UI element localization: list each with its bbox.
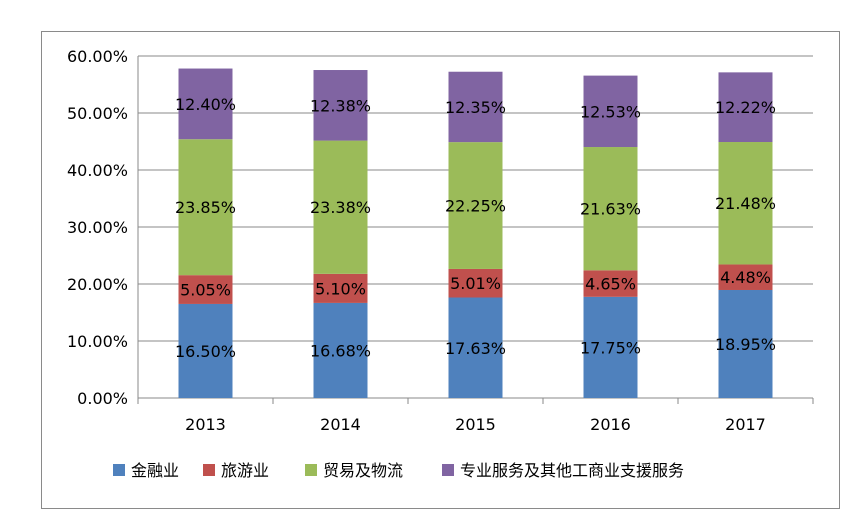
x-tick-label: 2014 (320, 415, 361, 434)
bar-segment (583, 296, 638, 398)
data-label: 23.85% (175, 198, 236, 217)
data-label: 21.63% (580, 200, 641, 219)
bar-segment (448, 71, 503, 143)
legend-label: 金融业 (131, 461, 179, 480)
x-tick-label: 2013 (185, 415, 226, 434)
bar-segment (718, 142, 773, 265)
y-tick-label: 20.00% (67, 275, 128, 294)
chart-frame (41, 31, 840, 509)
data-label: 12.38% (310, 96, 371, 115)
data-label: 16.50% (175, 342, 236, 361)
data-label: 22.25% (445, 197, 506, 216)
y-tick-label: 10.00% (67, 332, 128, 351)
y-tick-label: 40.00% (67, 161, 128, 180)
data-label: 12.53% (580, 102, 641, 121)
x-tick-label: 2017 (725, 415, 766, 434)
data-label: 23.38% (310, 198, 371, 217)
data-label: 12.35% (445, 98, 506, 117)
bar-segment (313, 302, 368, 398)
data-label: 5.10% (315, 279, 366, 298)
legend-label: 专业服务及其他工商业支援服务 (460, 461, 684, 480)
legend-label: 旅游业 (221, 461, 269, 480)
bar-segment (313, 273, 368, 303)
data-label: 16.68% (310, 341, 371, 360)
y-tick-label: 0.00% (77, 389, 128, 408)
bar-segment (583, 75, 638, 148)
data-label: 17.63% (445, 339, 506, 358)
y-tick-label: 30.00% (67, 218, 128, 237)
data-label: 4.65% (585, 275, 636, 294)
y-tick-label: 50.00% (67, 104, 128, 123)
bar-segment (448, 142, 503, 269)
bar-segment (718, 289, 773, 398)
x-tick-label: 2016 (590, 415, 631, 434)
bar-segment (178, 68, 233, 140)
legend-swatch (442, 464, 454, 476)
bar-segment (313, 70, 368, 141)
legend-swatch (305, 464, 317, 476)
legend-swatch (113, 464, 125, 476)
data-label: 17.75% (580, 338, 641, 357)
data-label: 5.01% (450, 274, 501, 293)
data-label: 21.48% (715, 194, 776, 213)
bar-segment (313, 140, 368, 274)
y-tick-label: 60.00% (67, 47, 128, 66)
bar-segment (448, 297, 503, 398)
legend-label: 贸易及物流 (323, 461, 403, 480)
bar-segment (448, 268, 503, 298)
data-label: 12.22% (715, 98, 776, 117)
legend-swatch (203, 464, 215, 476)
data-label: 5.05% (180, 281, 231, 300)
data-label: 4.48% (720, 268, 771, 287)
bar-segment (178, 303, 233, 398)
bar-segment (718, 264, 773, 290)
bar-segment (583, 147, 638, 271)
data-label: 12.40% (175, 95, 236, 114)
bar-segment (178, 139, 233, 276)
bar-segment (718, 72, 773, 143)
bar-segment (178, 275, 233, 304)
bar-segment (583, 270, 638, 297)
x-tick-label: 2015 (455, 415, 496, 434)
data-label: 18.95% (715, 335, 776, 354)
